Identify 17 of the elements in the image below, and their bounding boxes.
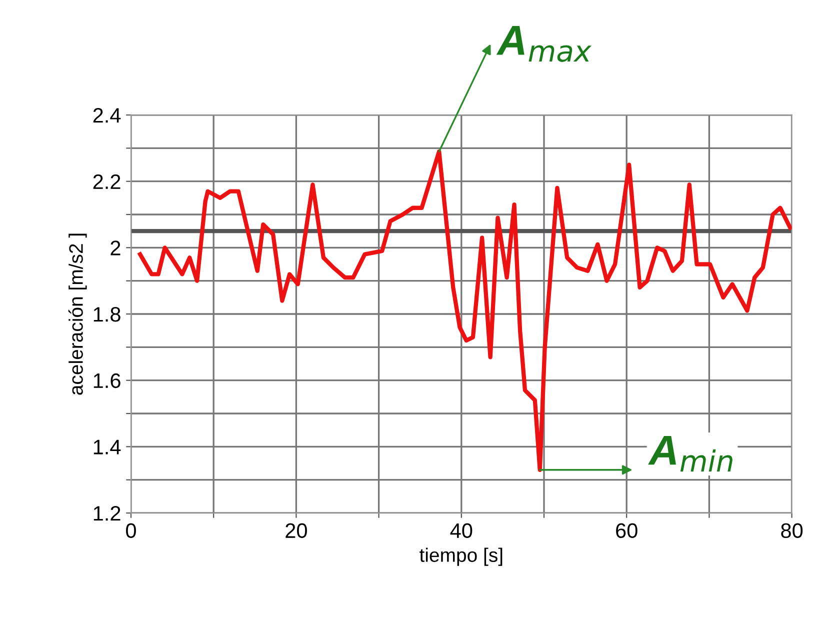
x-tick-label: 80 — [781, 523, 803, 538]
annotation: A$_{max}$ — [496, 26, 592, 62]
y-tick-label: 2.4 — [93, 108, 121, 123]
annotation: A$_{min}$ — [648, 436, 732, 472]
x-tick-label: 20 — [286, 523, 307, 538]
y-tick-label: 1.8 — [94, 307, 120, 322]
x-tick-label: 40 — [450, 523, 472, 538]
y-tick-label: 1.2 — [94, 506, 120, 521]
line-series — [138, 149, 792, 472]
y-tick-label: 2.2 — [93, 174, 120, 189]
y-tick-label: 2 — [110, 240, 120, 256]
y-axis-title: aceleración [m/s2 ] — [68, 234, 87, 395]
x-axis-title: tiempo [s] — [420, 548, 502, 566]
y-tick-label: 1.6 — [94, 373, 120, 388]
x-tick-label: 0 — [126, 523, 136, 538]
y-tick-label: 1.4 — [94, 440, 121, 454]
x-tick-label: 60 — [616, 523, 638, 538]
